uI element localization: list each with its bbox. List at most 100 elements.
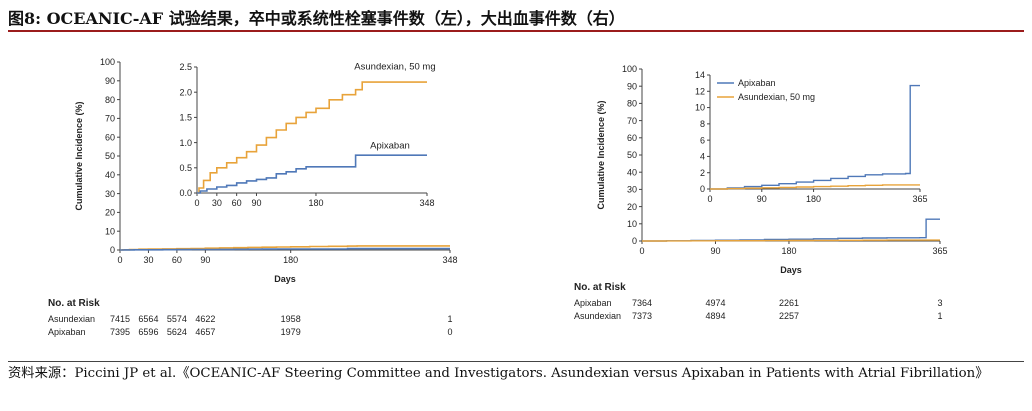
left-main-y-tick-label: 40 (105, 170, 115, 180)
left-risk-value: 4657 (195, 327, 215, 337)
left-risk-value: 1979 (281, 327, 301, 337)
left-main-y-tick-label: 50 (105, 151, 115, 161)
left-risk-value: 0 (447, 327, 452, 337)
figure-title: 图8: OCEANIC-AF 试验结果，卒中或系统性栓塞事件数（左），大出血事件… (8, 9, 625, 28)
right-main-line-apixaban (642, 218, 940, 242)
right-inset-x-tick-label: 180 (806, 194, 821, 204)
right-main-y-tick-label: 50 (627, 150, 637, 160)
left-main-y-axis-title: Cumulative Incidence (%) (74, 101, 84, 210)
right-inset-x-tick-label: 365 (912, 194, 927, 204)
right-main-x-tick-label: 0 (639, 246, 644, 256)
right-risk-value: 2257 (779, 311, 799, 321)
left-inset-annotation-asundexian: Asundexian, 50 mg (354, 62, 435, 73)
left-inset-y-tick-label: 1.5 (179, 113, 192, 123)
left-inset-y-tick-label: 1.0 (179, 138, 192, 148)
left-inset-line-apixaban (197, 154, 427, 194)
left-risk-value: 6596 (138, 327, 158, 337)
right-inset-y-tick-label: 14 (695, 70, 705, 80)
right-main-x-tick-label: 365 (932, 246, 947, 256)
left-risk-value: 6564 (138, 314, 158, 324)
left-risk-value: 1958 (281, 314, 301, 324)
right-main-line-asundexian-50-mg (642, 239, 940, 242)
right-main-x-axis-title: Days (780, 265, 802, 275)
left-inset-x-tick-label: 180 (308, 198, 323, 208)
left-main-y-tick-label: 10 (105, 226, 115, 236)
left-inset-x-tick-label: 348 (419, 198, 434, 208)
footer-divider (8, 361, 1024, 362)
left-main-x-axis-title: Days (274, 274, 296, 284)
source-text: Piccini JP et al.《OCEANIC-AF Steering Co… (74, 366, 989, 381)
right-risk-value: 7364 (632, 298, 652, 308)
right-inset-y-tick-label: 4 (700, 152, 705, 162)
right-inset-y-tick-label: 8 (700, 119, 705, 129)
left-inset-x-tick-label: 30 (212, 198, 222, 208)
right-main-y-tick-label: 40 (627, 167, 637, 177)
right-risk-value: 1 (937, 311, 942, 321)
right-inset-y-tick-label: 10 (695, 103, 705, 113)
right-main-y-tick-label: 0 (632, 236, 637, 246)
right-inset-y-tick-label: 0 (700, 184, 705, 194)
right-risk-title: No. at Risk (574, 282, 626, 293)
right-main-y-tick-label: 90 (627, 81, 637, 91)
right-risk-value: 2261 (779, 298, 799, 308)
left-inset-annotation-apixaban: Apixaban (370, 141, 410, 152)
left-risk-value: 4622 (195, 314, 215, 324)
right-inset-y-tick-label: 6 (700, 135, 705, 145)
left-main-x-tick-label: 30 (143, 255, 153, 265)
left-inset-line-asundexian-50-mg (197, 81, 427, 194)
right-inset-y-tick-label: 12 (695, 86, 705, 96)
right-risk-value: 4894 (705, 311, 725, 321)
right-risk-label: Apixaban (574, 298, 612, 308)
left-risk-value: 7395 (110, 327, 130, 337)
right-main-y-tick-label: 100 (622, 64, 637, 74)
right-risk-label: Asundexian (574, 311, 621, 321)
left-main-y-tick-label: 0 (110, 245, 115, 255)
left-main-x-tick-label: 348 (442, 255, 457, 265)
figure-header: 图8: OCEANIC-AF 试验结果，卒中或系统性栓塞事件数（左），大出血事件… (8, 2, 1024, 32)
right-inset-y-tick-label: 2 (700, 168, 705, 178)
left-risk-value: 5624 (167, 327, 187, 337)
left-risk-label: Asundexian (48, 314, 95, 324)
left-risk-label: Apixaban (48, 327, 86, 337)
right-legend-label: Asundexian, 50 mg (738, 92, 815, 102)
right-main-y-tick-label: 30 (627, 185, 637, 195)
left-inset-x-tick-label: 0 (194, 198, 199, 208)
left-main-y-tick-label: 90 (105, 76, 115, 86)
left-inset-x-tick-label: 60 (232, 198, 242, 208)
left-main-line-apixaban (120, 247, 450, 251)
right-main-y-tick-label: 10 (627, 219, 637, 229)
right-risk-value: 3 (937, 298, 942, 308)
left-inset-y-tick-label: 0.0 (179, 188, 192, 198)
left-inset-y-tick-label: 2.5 (179, 62, 192, 72)
right-risk-value: 4974 (705, 298, 725, 308)
source-label: 资料来源： (8, 366, 75, 381)
left-main-y-tick-label: 30 (105, 189, 115, 199)
left-main-x-tick-label: 180 (283, 255, 298, 265)
right-main-y-tick-label: 20 (627, 202, 637, 212)
right-legend-label: Apixaban (738, 78, 776, 88)
right-main-y-tick-label: 80 (627, 99, 637, 109)
left-main-y-tick-label: 70 (105, 114, 115, 124)
left-risk-title: No. at Risk (48, 298, 100, 309)
left-main-y-tick-label: 80 (105, 95, 115, 105)
left-risk-value: 7415 (110, 314, 130, 324)
right-main-y-axis-title: Cumulative Incidence (%) (596, 100, 606, 209)
right-main-y-tick-label: 60 (627, 133, 637, 143)
left-main-y-tick-label: 100 (100, 57, 115, 67)
right-inset-line-asundexian-50-mg (710, 184, 920, 190)
left-main-y-tick-label: 60 (105, 132, 115, 142)
left-inset-y-tick-label: 0.5 (179, 163, 192, 173)
left-main-x-tick-label: 0 (117, 255, 122, 265)
right-inset-x-tick-label: 0 (707, 194, 712, 204)
right-risk-value: 7373 (632, 311, 652, 321)
source-note: 资料来源：Piccini JP et al.《OCEANIC-AF Steeri… (8, 365, 1024, 383)
left-main-x-tick-label: 60 (172, 255, 182, 265)
right-inset-line-apixaban (710, 84, 920, 190)
left-risk-value: 1 (447, 314, 452, 324)
left-risk-value: 5574 (167, 314, 187, 324)
right-main-y-tick-label: 70 (627, 116, 637, 126)
left-main-y-tick-label: 20 (105, 208, 115, 218)
left-inset-x-tick-label: 90 (251, 198, 261, 208)
